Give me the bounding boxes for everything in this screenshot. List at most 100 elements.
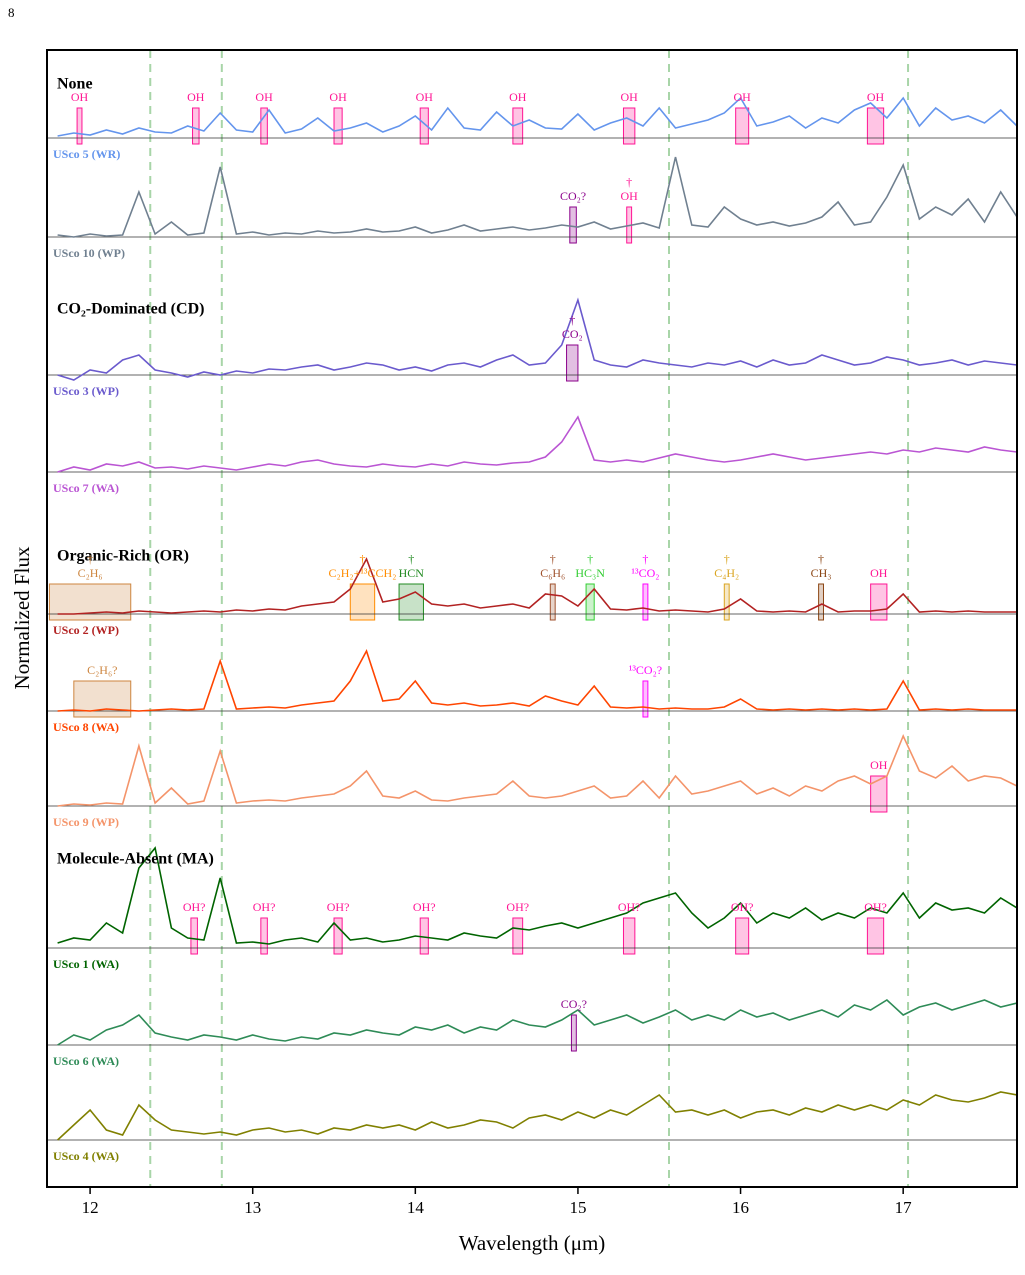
feature-label: OH? [183, 900, 206, 914]
feature-label: ¹³CO₂ [631, 566, 659, 580]
feature-label: OH [416, 90, 434, 104]
feature-band [735, 107, 750, 145]
feature-mark: † [587, 552, 593, 566]
feature-mark: † [550, 552, 556, 566]
feature-band [870, 775, 888, 813]
feature-band [622, 917, 636, 955]
feature-label: OH? [506, 900, 529, 914]
series-label: USco 7 (WA) [53, 481, 119, 495]
feature-label: OH? [253, 900, 276, 914]
feature-mark: † [359, 552, 365, 566]
x-tick-label: 17 [895, 1198, 913, 1217]
series-label: USco 3 (WP) [53, 384, 119, 398]
group-label: Organic-Rich (OR) [57, 548, 189, 565]
feature-mark: † [569, 313, 575, 327]
feature-label: OH? [327, 900, 350, 914]
feature-band [419, 107, 429, 145]
series-label: USco 1 (WA) [53, 957, 119, 971]
feature-label: OH [255, 90, 273, 104]
feature-band [333, 107, 343, 145]
feature-label: OH [509, 90, 527, 104]
series-label: USco 2 (WP) [53, 623, 119, 637]
feature-band [260, 107, 268, 145]
plot-area [47, 50, 1017, 1187]
page-number: 8 [8, 5, 15, 20]
group-label: CO₂-Dominated (CD) [57, 301, 204, 318]
spectrum-line [57, 557, 1017, 615]
feature-label: OH? [618, 900, 641, 914]
feature-label: OH [870, 758, 888, 772]
x-tick-label: 12 [82, 1198, 99, 1217]
feature-band [76, 107, 83, 145]
spectrum-line [57, 648, 1017, 712]
feature-band [549, 583, 556, 621]
series-label: USco 5 (WR) [53, 147, 120, 161]
feature-label: OH [620, 189, 638, 203]
spectrum-line [57, 846, 1017, 945]
series-label: USco 4 (WA) [53, 1149, 119, 1163]
feature-label: OH [870, 566, 888, 580]
group-label: Molecule-Absent (MA) [57, 851, 214, 868]
feature-label: OH [620, 90, 638, 104]
feature-label: HCN [399, 566, 425, 580]
feature-band [333, 917, 343, 955]
feature-band [585, 583, 595, 621]
spectrum-line [57, 415, 1017, 473]
feature-label: OH [187, 90, 205, 104]
feature-band [192, 107, 200, 145]
feature-label: CH₃ [811, 566, 832, 580]
y-axis-label: Normalized Flux [10, 546, 34, 689]
feature-band [398, 583, 424, 621]
feature-band [570, 1014, 577, 1052]
feature-label: CO₂ [562, 327, 583, 341]
spectrum-line [57, 733, 1017, 807]
spectrum-line [57, 156, 1017, 238]
feature-mark: † [87, 552, 93, 566]
feature-mark: † [626, 175, 632, 189]
feature-band [566, 344, 579, 382]
feature-band [642, 680, 649, 718]
feature-label: CO₂? [560, 189, 586, 203]
feature-label: OH [71, 90, 89, 104]
feature-band [622, 107, 636, 145]
group-label: None [57, 76, 93, 93]
spectrum-line [57, 297, 1017, 381]
feature-label: OH? [413, 900, 436, 914]
feature-mark: † [818, 552, 824, 566]
series-label: USco 10 (WP) [53, 246, 125, 260]
feature-band [190, 917, 198, 955]
spectrum-line [57, 999, 1017, 1046]
x-tick-label: 14 [407, 1198, 425, 1217]
feature-band [818, 583, 824, 621]
feature-band [735, 917, 750, 955]
feature-label: C₂H₂+¹³CCH₂ [329, 566, 397, 580]
feature-mark: † [408, 552, 414, 566]
feature-label: HC₃N [575, 566, 605, 580]
x-axis-label: Wavelength (μm) [459, 1231, 606, 1255]
feature-mark: † [724, 552, 730, 566]
series-label: USco 8 (WA) [53, 720, 119, 734]
feature-band [569, 206, 577, 244]
feature-band [73, 680, 132, 718]
spectrum-line [57, 96, 1017, 137]
feature-label: OH [329, 90, 347, 104]
series-label: USco 9 (WP) [53, 815, 119, 829]
feature-label: C₄H₂ [714, 566, 739, 580]
plot-frame [46, 49, 1018, 1188]
feature-band [349, 583, 376, 621]
feature-label: OH? [731, 900, 754, 914]
feature-mark: † [642, 552, 648, 566]
feature-label: C₂H₆? [87, 663, 117, 677]
feature-band [723, 583, 730, 621]
series-label: USco 6 (WA) [53, 1054, 119, 1068]
feature-label: OH? [864, 900, 887, 914]
feature-label: CO₂? [561, 997, 587, 1011]
x-tick-label: 16 [732, 1198, 749, 1217]
feature-label: C₆H₆ [540, 566, 565, 580]
feature-label: C₂H₆ [78, 566, 103, 580]
feature-label: ¹³CO₂? [629, 663, 662, 677]
feature-label: OH [867, 90, 885, 104]
feature-band [512, 917, 524, 955]
spectrum-line [57, 1091, 1017, 1141]
